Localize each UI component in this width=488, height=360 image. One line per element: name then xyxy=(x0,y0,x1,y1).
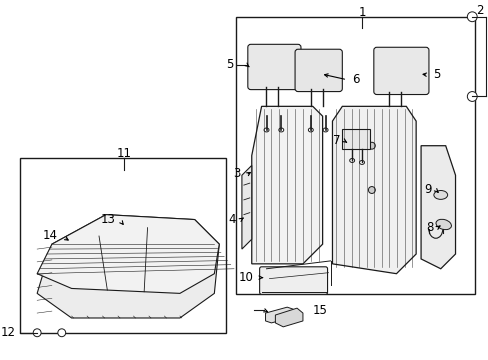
Text: 5: 5 xyxy=(432,68,439,81)
Text: 6: 6 xyxy=(351,73,359,86)
Ellipse shape xyxy=(433,190,447,199)
Text: 8: 8 xyxy=(426,221,433,234)
Polygon shape xyxy=(242,165,251,249)
Bar xyxy=(342,129,369,149)
Circle shape xyxy=(33,329,41,337)
Polygon shape xyxy=(420,146,455,269)
Text: 4: 4 xyxy=(228,213,236,226)
Circle shape xyxy=(467,91,476,102)
Circle shape xyxy=(367,186,374,193)
Polygon shape xyxy=(37,215,219,293)
FancyBboxPatch shape xyxy=(247,44,300,90)
Circle shape xyxy=(467,12,476,22)
Ellipse shape xyxy=(278,128,283,132)
Ellipse shape xyxy=(264,128,268,132)
Ellipse shape xyxy=(308,128,313,132)
Polygon shape xyxy=(37,215,219,318)
FancyBboxPatch shape xyxy=(373,47,428,95)
Bar xyxy=(236,17,474,294)
Text: 15: 15 xyxy=(312,303,327,316)
Text: 7: 7 xyxy=(332,134,340,147)
Polygon shape xyxy=(265,307,292,323)
Circle shape xyxy=(367,142,374,149)
Ellipse shape xyxy=(323,128,327,132)
Text: 5: 5 xyxy=(225,58,233,72)
Text: 3: 3 xyxy=(233,167,241,180)
Text: 10: 10 xyxy=(238,271,253,284)
Text: 2: 2 xyxy=(475,4,483,17)
Ellipse shape xyxy=(349,158,354,162)
Bar xyxy=(20,158,225,333)
Polygon shape xyxy=(251,106,322,264)
Polygon shape xyxy=(332,106,415,274)
FancyBboxPatch shape xyxy=(294,49,342,91)
Circle shape xyxy=(58,329,65,337)
Text: 9: 9 xyxy=(424,183,431,195)
Ellipse shape xyxy=(435,219,450,230)
Text: 1: 1 xyxy=(358,6,365,19)
Text: 14: 14 xyxy=(43,229,58,242)
Ellipse shape xyxy=(359,161,364,165)
Text: 11: 11 xyxy=(116,147,131,160)
Text: 12: 12 xyxy=(0,326,16,339)
Polygon shape xyxy=(275,308,303,327)
Text: 13: 13 xyxy=(101,213,116,226)
FancyBboxPatch shape xyxy=(259,267,327,294)
